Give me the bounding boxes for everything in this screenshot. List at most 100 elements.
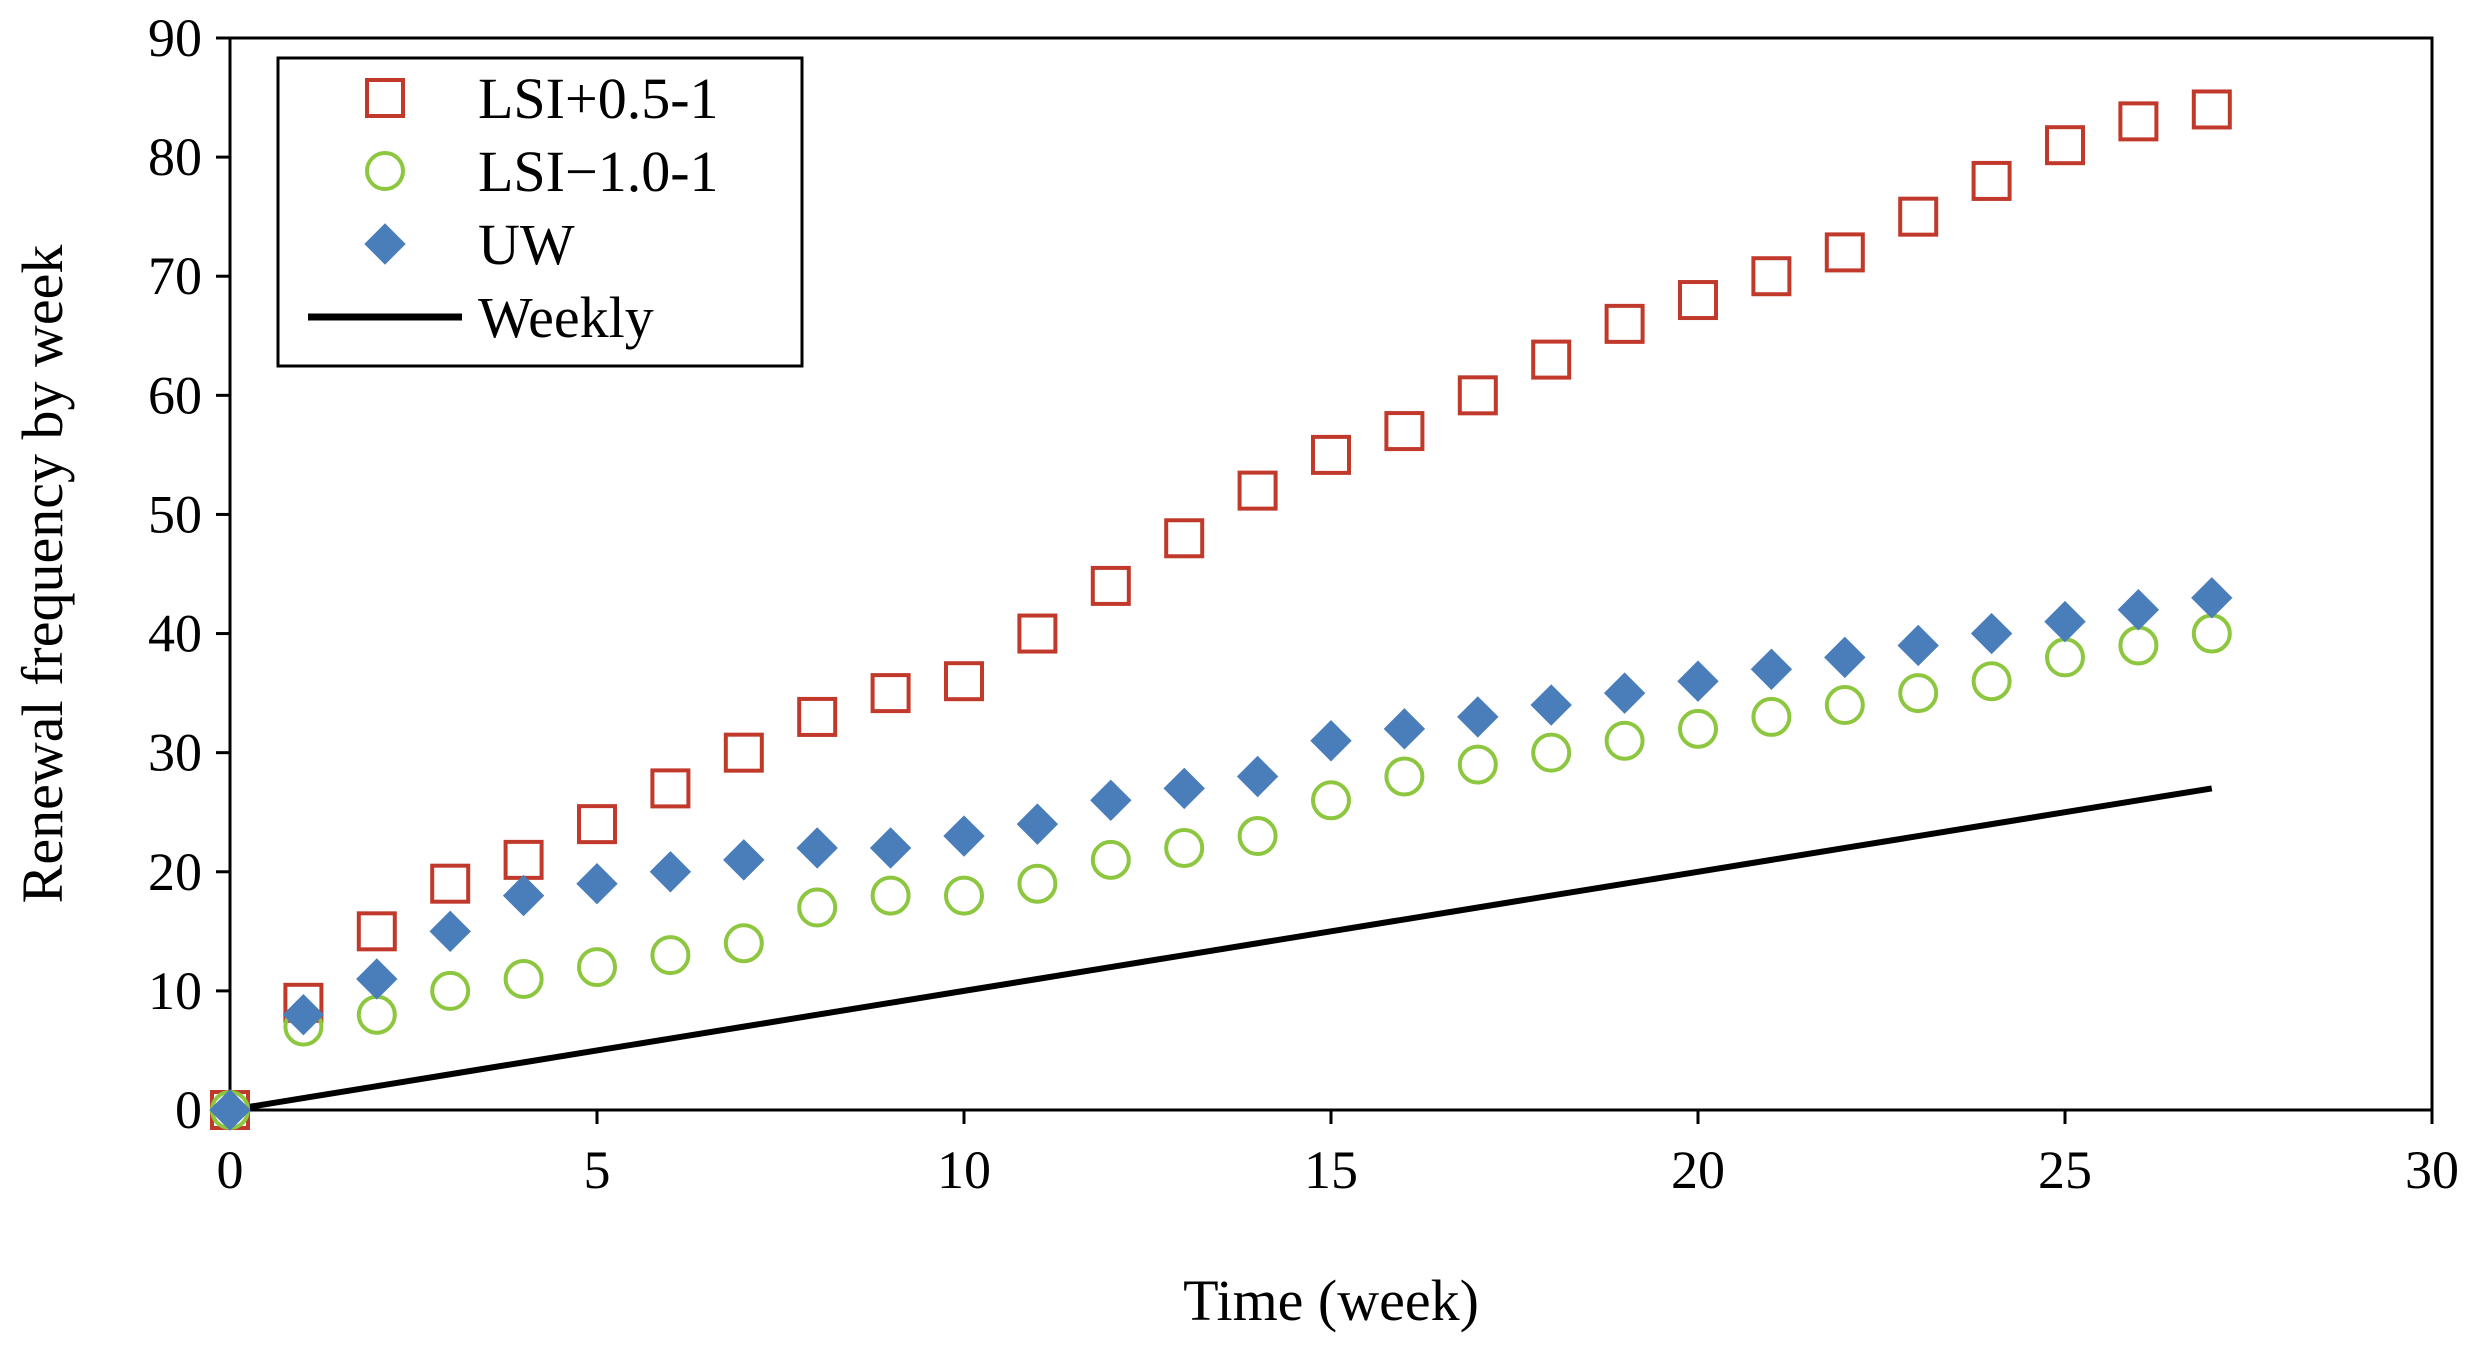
data-point	[869, 827, 912, 869]
data-point	[1090, 565, 1131, 606]
data-point	[1971, 160, 2012, 201]
data-point	[429, 910, 471, 953]
x-tick-label: 5	[584, 1140, 611, 1200]
data-point	[870, 673, 911, 714]
data-point	[356, 958, 398, 1000]
data-point	[1383, 708, 1426, 750]
data-point	[1384, 756, 1425, 797]
data-point	[1384, 411, 1425, 452]
x-tick-label: 10	[937, 1140, 991, 1200]
data-point	[1457, 375, 1498, 416]
x-tick-label: 0	[217, 1140, 244, 1200]
y-tick-label: 50	[148, 484, 202, 544]
data-point	[1164, 518, 1205, 559]
data-point	[430, 863, 471, 904]
data-point	[1017, 613, 1058, 654]
data-point	[1678, 708, 1718, 749]
data-point	[650, 768, 691, 809]
data-point	[944, 661, 984, 702]
data-point	[1237, 816, 1278, 857]
data-point	[2191, 89, 2232, 130]
data-point	[1164, 827, 1205, 868]
y-tick-label: 40	[148, 604, 202, 664]
data-point	[430, 970, 471, 1011]
legend: LSI+0.5-1 LSI−1.0-1 UW Weekly	[276, 56, 804, 368]
data-point	[1824, 636, 1866, 679]
data-point	[1237, 470, 1278, 511]
legend-marker	[365, 151, 405, 191]
data-point	[1898, 673, 1939, 714]
x-tick-label: 30	[2405, 1140, 2459, 1200]
data-point	[1604, 303, 1645, 344]
y-axis-title: Renewal frequency by week	[10, 245, 75, 904]
data-point	[943, 815, 985, 857]
series-4	[229, 785, 2213, 1113]
data-point	[797, 696, 838, 737]
y-tick-label: 10	[148, 961, 202, 1021]
data-point	[502, 874, 545, 917]
data-point	[2044, 600, 2086, 643]
data-point	[1751, 696, 1792, 737]
legend-label: UW	[478, 212, 575, 277]
y-tick-label: 80	[148, 127, 202, 187]
data-point	[1678, 280, 1718, 321]
data-point	[356, 911, 397, 952]
y-tick-label: 70	[148, 246, 202, 306]
data-point	[1090, 779, 1132, 822]
x-axis-title: Time (week)	[1183, 1268, 1479, 1333]
data-point	[1311, 780, 1351, 821]
x-tick-label: 25	[2038, 1140, 2092, 1200]
data-point	[1017, 863, 1058, 904]
y-tick-label: 60	[148, 365, 202, 425]
data-point	[503, 958, 544, 999]
data-point	[723, 732, 764, 773]
legend-label: LSI+0.5-1	[478, 66, 719, 131]
data-point	[1971, 661, 2012, 702]
data-point	[2117, 589, 2160, 631]
data-point	[870, 875, 911, 916]
data-point	[1898, 196, 1939, 237]
data-point	[650, 935, 691, 976]
data-point	[209, 1089, 251, 1131]
legend-marker	[364, 223, 406, 265]
data-point	[282, 994, 325, 1036]
y-tick-label: 0	[175, 1080, 202, 1140]
data-point	[1457, 696, 1499, 738]
data-point	[576, 862, 618, 905]
data-point	[723, 923, 764, 964]
data-point	[1531, 339, 1572, 380]
data-point	[1310, 720, 1352, 762]
y-tick-label: 90	[148, 8, 202, 68]
data-point	[1530, 684, 1572, 726]
data-point	[1457, 744, 1498, 785]
data-point	[1677, 660, 1719, 702]
data-point	[1163, 767, 1205, 810]
data-point	[577, 804, 617, 845]
legend-label: LSI−1.0-1	[478, 139, 719, 204]
legend-marker	[365, 78, 405, 118]
data-point	[1824, 685, 1865, 726]
legend-label: Weekly	[478, 285, 654, 350]
data-point	[649, 851, 692, 893]
data-point	[577, 947, 617, 988]
data-point	[944, 875, 984, 916]
x-axis: 0 5 10 15 20 25 30	[217, 1110, 2459, 1200]
x-tick-label: 20	[1671, 1140, 1725, 1200]
data-point	[1016, 803, 1059, 845]
data-point	[1603, 672, 1646, 714]
data-point	[1970, 612, 2013, 655]
data-point	[797, 887, 838, 928]
series-layer	[209, 89, 2233, 1131]
data-point	[1751, 256, 1792, 297]
data-point	[1824, 232, 1865, 273]
data-point	[1750, 648, 1793, 690]
data-point	[1311, 434, 1351, 475]
data-point	[2191, 577, 2233, 619]
y-tick-label: 30	[148, 723, 202, 783]
data-point	[1090, 839, 1131, 880]
y-tick-label: 20	[148, 842, 202, 902]
data-point	[1897, 624, 1939, 667]
data-point	[2118, 101, 2159, 142]
data-point	[1531, 732, 1572, 773]
series-line	[229, 785, 2213, 1113]
